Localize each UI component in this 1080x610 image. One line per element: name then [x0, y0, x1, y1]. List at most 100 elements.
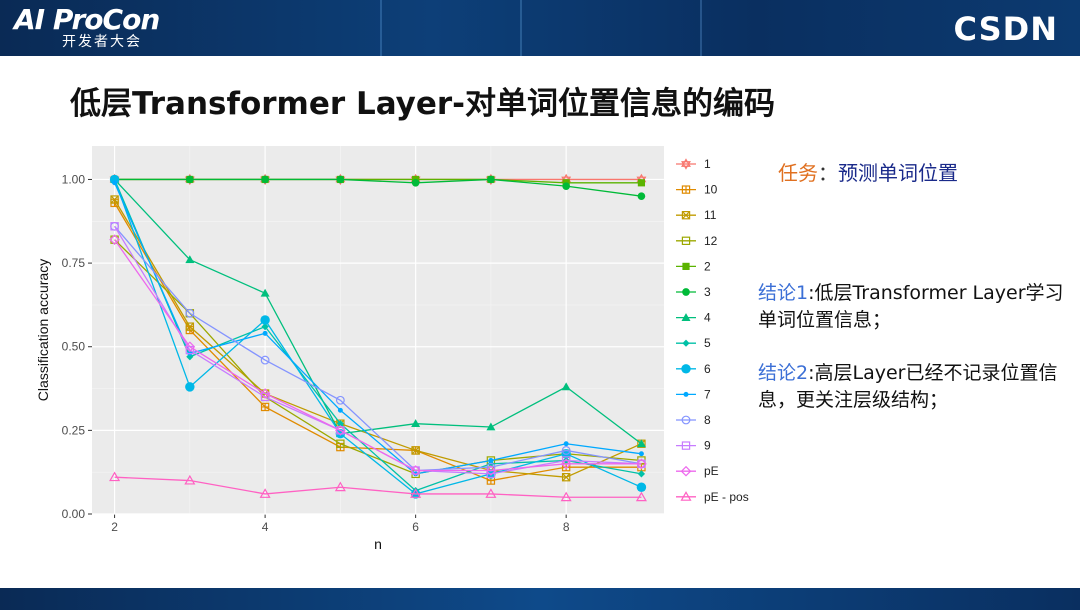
data-point-4 [185, 255, 195, 264]
data-point-pE-pos [635, 491, 647, 502]
legend-label: 6 [704, 362, 711, 376]
legend-marker [682, 288, 690, 296]
task-colon: ： [818, 161, 838, 185]
x-tick-label: 2 [111, 520, 118, 534]
data-point-3 [186, 175, 194, 184]
chart-container: 2 4 6 8 0.00 0.25 0.50 0.75 1.00 n Classification … [30, 140, 790, 560]
data-point-6 [636, 482, 647, 492]
data-point-pE-pos [184, 474, 196, 485]
data-point-3 [336, 175, 345, 184]
legend-marker [681, 441, 691, 450]
banner-streak [700, 0, 702, 56]
csdn-logo: CSDN [953, 10, 1058, 48]
series-line-5 [113, 179, 642, 492]
data-point-11 [110, 195, 119, 204]
bottom-banner [0, 588, 1080, 610]
data-point-7 [563, 441, 569, 447]
series-line-12 [114, 239, 642, 475]
data-point-7 [262, 330, 268, 336]
data-point-7 [488, 457, 494, 463]
legend-marker [682, 262, 690, 270]
conclusion-2-text: :高层Layer已经不记录位置信息，更关注层级结构； [758, 362, 1058, 411]
data-point-8 [561, 446, 571, 455]
x-tick-label: 4 [262, 520, 269, 534]
series-line-pE-pos [114, 476, 642, 498]
data-point-5 [336, 420, 344, 428]
data-point-12 [110, 235, 119, 244]
data-point-3 [411, 178, 420, 187]
data-point-pE [335, 425, 346, 436]
line-chart: 2 4 6 8 0.00 0.25 0.50 0.75 1.00 n Classification … [35, 146, 749, 552]
legend-label: 8 [704, 413, 711, 427]
y-axis-title: Classification accuracy [35, 259, 51, 401]
data-point-11 [561, 473, 571, 482]
data-point-pE [485, 465, 497, 476]
legend-marker [680, 465, 692, 477]
x-tick-label: 8 [563, 520, 570, 534]
data-point-10 [260, 402, 270, 412]
data-point-3 [261, 175, 269, 184]
data-point-5 [261, 323, 269, 331]
data-point-pE [410, 465, 421, 476]
data-point-pE [259, 388, 271, 399]
series-line-10 [114, 202, 642, 482]
data-point-pE-pos [485, 488, 497, 498]
data-point-8 [185, 308, 195, 318]
conclusion-2: 结论2:高层Layer已经不记录位置信息，更关注层级结构； [758, 360, 1078, 414]
legend-label: 5 [704, 336, 711, 350]
conference-logo-text: AI ProCon [14, 3, 160, 36]
data-point-pE [109, 234, 120, 246]
data-point-pE [636, 458, 647, 470]
legend-label: 4 [704, 311, 711, 325]
series-line-11 [114, 199, 642, 478]
legend-label: 2 [704, 259, 711, 273]
data-point-pE-pos [334, 481, 346, 492]
data-point-4 [636, 439, 646, 448]
legend-marker [680, 491, 692, 501]
y-tick-label: 0.75 [62, 256, 86, 270]
y-tick-label: 0.25 [62, 423, 86, 437]
y-tick-label: 1.00 [62, 172, 86, 186]
conference-logo: AI ProCon 开发者大会 [14, 3, 160, 51]
data-point-3 [637, 192, 646, 201]
legend-label: pE - pos [704, 490, 749, 504]
data-point-11 [411, 446, 420, 455]
data-point-2 [637, 179, 646, 187]
conclusion-1-label: 结论1 [758, 282, 809, 304]
conclusion-1: 结论1:低层Transformer Layer学习单词位置信息； [758, 280, 1078, 334]
legend-marker [683, 391, 689, 397]
series-line-6 [113, 179, 642, 495]
data-point-8 [335, 395, 345, 405]
conference-logo-subtext: 开发者大会 [62, 34, 142, 50]
x-tick-label: 6 [412, 520, 419, 534]
data-point-7 [337, 407, 343, 413]
top-banner: AI ProCon 开发者大会 CSDN [0, 0, 1080, 56]
data-point-6 [109, 174, 120, 185]
data-point-3 [487, 175, 495, 184]
series-line-4 [114, 179, 642, 445]
banner-streak [380, 0, 382, 56]
legend-label: 10 [704, 183, 718, 197]
legend-marker [681, 185, 691, 194]
legend-label: 12 [704, 234, 718, 248]
data-point-pE-pos [109, 471, 121, 482]
data-point-pE-pos [259, 488, 271, 498]
conclusion-1-text: :低层Transformer Layer学习单词位置信息； [758, 282, 1064, 331]
data-point-8 [260, 355, 270, 365]
legend-marker [681, 415, 691, 425]
legend-marker [681, 364, 691, 374]
data-point-4 [411, 419, 421, 428]
data-point-11 [185, 322, 195, 331]
legend-marker [681, 313, 691, 321]
slide-title: 低层Transformer Layer-对单词位置信息的编码 [70, 86, 776, 122]
data-point-4 [561, 382, 571, 391]
x-axis-title: n [374, 536, 382, 552]
legend-marker [681, 236, 691, 245]
data-point-12 [336, 439, 345, 448]
series-line-8 [114, 225, 642, 472]
data-point-9 [110, 222, 119, 231]
y-tick-label: 0.50 [62, 340, 86, 354]
conclusion-2-label: 结论2 [758, 362, 809, 384]
series-line-3 [114, 178, 642, 197]
legend-label: 11 [704, 208, 717, 222]
